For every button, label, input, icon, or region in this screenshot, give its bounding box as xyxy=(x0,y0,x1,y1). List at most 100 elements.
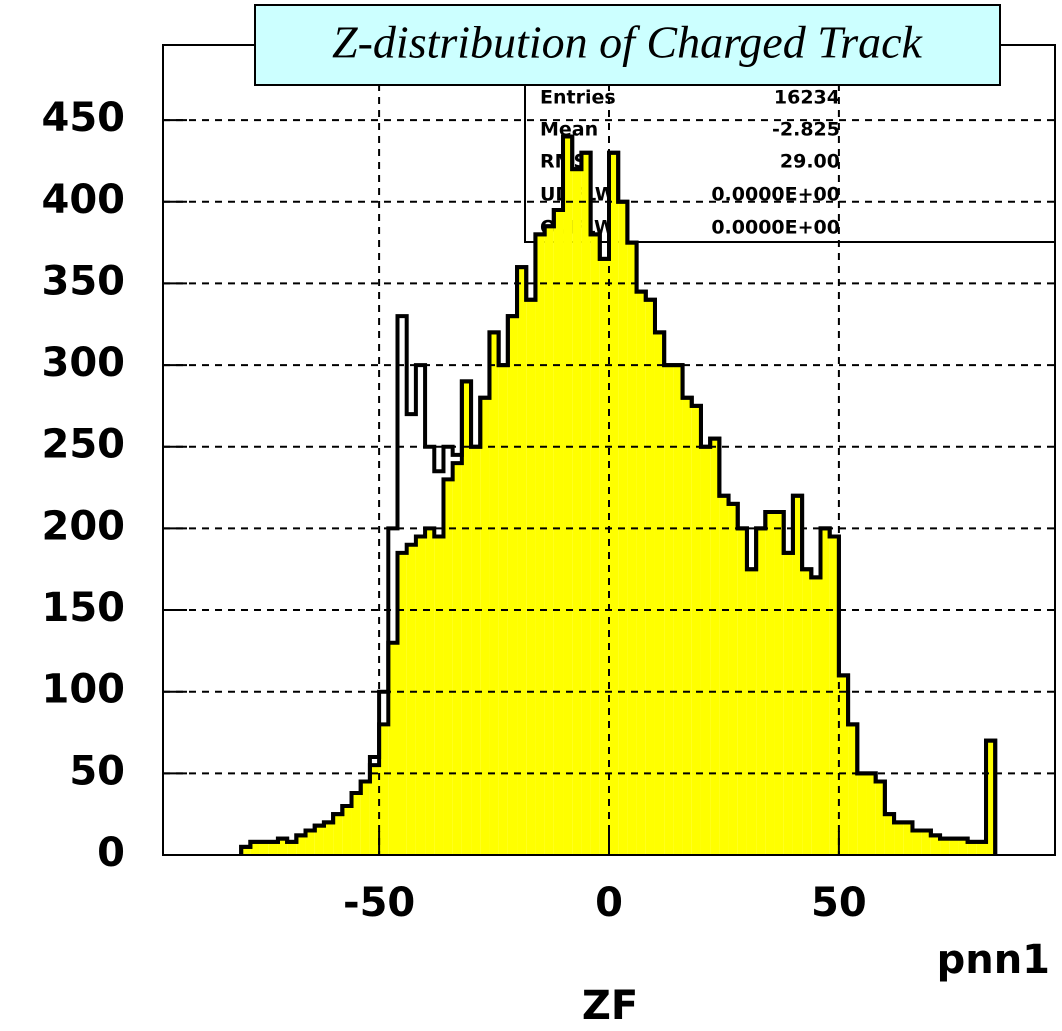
bar xyxy=(388,642,398,855)
bar xyxy=(553,209,564,855)
bar xyxy=(884,814,895,855)
bar xyxy=(434,536,444,855)
bar xyxy=(756,528,766,855)
bar xyxy=(710,438,720,855)
bar xyxy=(415,536,426,855)
bar xyxy=(921,830,931,855)
bar xyxy=(848,724,858,855)
bar xyxy=(581,152,591,856)
y-tick-label: 450 xyxy=(42,95,126,141)
bar xyxy=(857,773,867,855)
bar xyxy=(774,512,784,855)
bar xyxy=(829,536,839,855)
bar xyxy=(958,838,968,855)
bar xyxy=(287,841,297,855)
bar xyxy=(728,503,738,855)
bar xyxy=(526,299,536,855)
bar xyxy=(379,724,389,855)
stat-value: 29.00 xyxy=(780,151,840,173)
bar xyxy=(480,397,490,855)
bar xyxy=(903,822,913,855)
y-tick-label: 150 xyxy=(42,585,126,631)
bar xyxy=(636,291,646,855)
bar xyxy=(544,226,554,856)
bar xyxy=(691,405,701,855)
bar xyxy=(241,846,251,855)
bar xyxy=(783,552,793,855)
y-tick-label: 400 xyxy=(42,177,126,223)
y-tick-label: 350 xyxy=(42,258,126,304)
title-box xyxy=(254,4,1001,86)
bar xyxy=(599,258,609,855)
bar xyxy=(838,675,849,855)
stats-border xyxy=(524,85,1055,243)
bar xyxy=(406,544,416,855)
y-tick-label: 50 xyxy=(69,748,125,794)
bar xyxy=(277,838,288,855)
bar xyxy=(930,835,941,855)
bar xyxy=(507,316,518,855)
bar xyxy=(875,781,885,855)
bar xyxy=(894,822,904,855)
bar xyxy=(342,806,352,855)
bar xyxy=(940,838,950,855)
plot-area xyxy=(163,45,1055,856)
bar xyxy=(682,397,692,855)
bar xyxy=(333,814,343,855)
bar xyxy=(268,841,278,855)
bar xyxy=(305,830,315,855)
bar xyxy=(986,740,996,855)
histogram-outline xyxy=(239,134,998,855)
y-tick-label: 200 xyxy=(42,503,126,549)
bar xyxy=(397,552,407,855)
bar xyxy=(700,446,711,855)
stat-label: Entries xyxy=(540,87,616,109)
bar xyxy=(792,495,803,855)
bar xyxy=(627,242,637,855)
x-axis-label: ZF xyxy=(582,983,638,1029)
stat-value: 0.0000E+00 xyxy=(711,217,840,239)
stat-value: -2.825 xyxy=(772,119,840,141)
x-tick-label: -50 xyxy=(343,880,415,926)
bar xyxy=(737,528,747,855)
bar xyxy=(820,528,830,855)
stat-value: 16234 xyxy=(774,87,840,109)
bar xyxy=(535,234,545,855)
bar xyxy=(802,569,812,855)
bar xyxy=(673,365,683,855)
bar xyxy=(967,841,977,855)
bar xyxy=(949,838,959,855)
bar xyxy=(369,765,380,855)
y-tick-label: 0 xyxy=(97,830,125,876)
bar xyxy=(314,825,324,855)
bar xyxy=(590,234,600,855)
bar xyxy=(259,841,269,855)
bar xyxy=(443,479,453,855)
bar xyxy=(746,569,757,855)
bar xyxy=(654,332,665,856)
bar xyxy=(976,841,987,855)
x-tick-label: 0 xyxy=(595,880,623,926)
bar xyxy=(563,136,573,856)
bar xyxy=(866,773,876,855)
x-tick-label: 50 xyxy=(811,880,867,926)
bar xyxy=(517,267,527,855)
stat-label: Mean xyxy=(540,119,598,141)
bar xyxy=(471,446,481,855)
bar xyxy=(452,463,462,855)
y-tick-label: 100 xyxy=(42,667,126,713)
bar xyxy=(719,495,729,855)
bar xyxy=(664,365,674,855)
chart-title: Z-distribution of Charged Track xyxy=(332,17,924,68)
bar xyxy=(351,792,361,855)
bar xyxy=(572,169,582,855)
bar xyxy=(323,822,334,855)
bar xyxy=(489,332,499,856)
bar xyxy=(912,830,922,855)
bar xyxy=(250,841,260,855)
bar xyxy=(645,299,655,855)
bar xyxy=(811,577,821,855)
y-tick-label: 300 xyxy=(42,340,126,386)
histogram-series xyxy=(239,134,998,855)
